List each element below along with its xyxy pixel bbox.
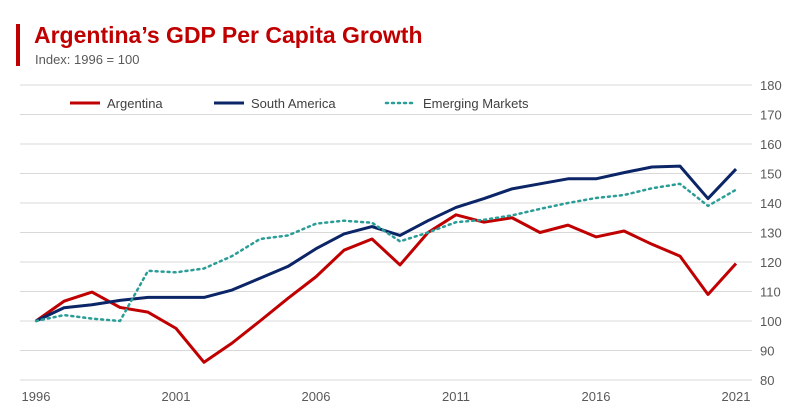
- y-tick-label: 110: [760, 285, 781, 300]
- y-tick-label: 160: [760, 137, 782, 152]
- y-tick-label: 180: [760, 78, 782, 93]
- legend-label: South America: [251, 96, 336, 111]
- x-tick-label: 2016: [582, 389, 611, 404]
- x-tick-label: 2001: [162, 389, 191, 404]
- chart-title: Argentina’s GDP Per Capita Growth: [34, 22, 423, 48]
- series-line-argentina: [35, 213, 738, 364]
- legend-label: Argentina: [107, 96, 163, 111]
- series-line-emerging-markets: [34, 182, 738, 323]
- x-tick-label: 2006: [302, 389, 331, 404]
- y-tick-label: 130: [760, 226, 782, 241]
- x-tick-label: 2011: [442, 389, 470, 404]
- y-tick-label: 100: [760, 314, 782, 329]
- series-line-south-america: [35, 164, 738, 323]
- title-accent-bar: [16, 24, 20, 66]
- x-tick-label: 1996: [22, 389, 51, 404]
- y-tick-label: 80: [760, 373, 774, 388]
- y-tick-label: 170: [760, 108, 782, 123]
- y-tick-label: 150: [760, 167, 782, 182]
- y-tick-label: 90: [760, 344, 774, 359]
- legend-label: Emerging Markets: [423, 96, 529, 111]
- y-tick-label: 140: [760, 196, 782, 211]
- chart-subtitle: Index: 1996 = 100: [35, 52, 140, 67]
- y-tick-label: 120: [760, 255, 782, 270]
- x-tick-label: 2021: [722, 389, 751, 404]
